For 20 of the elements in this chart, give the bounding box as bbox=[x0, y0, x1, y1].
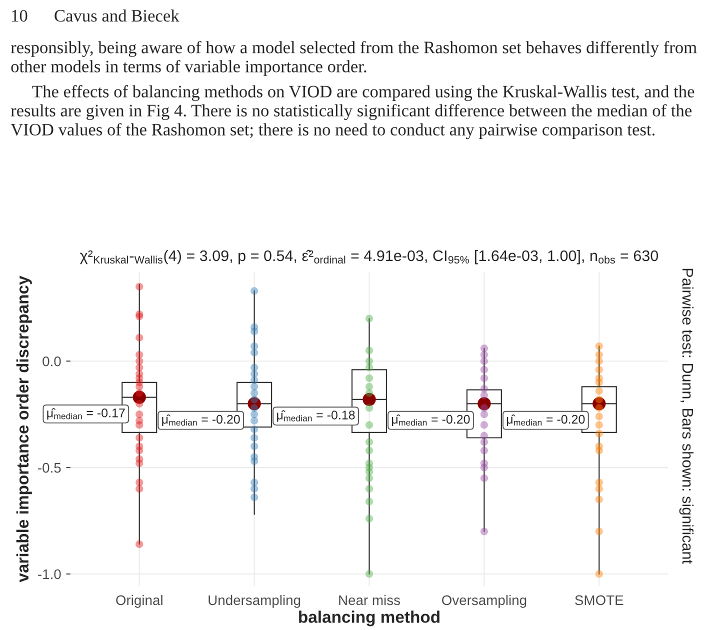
text: 10 Cavus and Biecek bbox=[12, 9, 180, 22]
y-tick-label: -1.0 bbox=[38, 569, 61, 580]
x-tick-label: Undersampling bbox=[208, 594, 300, 608]
annotation: μ̂$_{median}$ = -0.20 bbox=[392, 414, 470, 426]
annotation: μ̂$_{median}$ = -0.17 bbox=[47, 408, 125, 420]
text: Pairwise test: Dunn, Bars shown: significant bbox=[679, 268, 694, 564]
x-tick-label: Near miss bbox=[339, 594, 400, 606]
annotation: μ̂$_{median}$ = -0.20 bbox=[162, 414, 240, 426]
x-axis-title: balancing method bbox=[299, 610, 440, 626]
y-tick-label: 0.0 bbox=[42, 356, 61, 366]
annotation: μ̂$_{median}$ = -0.18 bbox=[277, 410, 355, 422]
y-tick-label: -0.5 bbox=[38, 462, 61, 473]
text: The effects of balancing methods on VIOD are compared using the Kruskal-Wallis test, and the results are given in Fig 4. There is no statistically significant difference between the median of the VIOD values of the Rashomon set; there is no need to conduct any pairwise comparison test. bbox=[10, 85, 694, 140]
chart-title: χ²$_{Kruskal}$-$_{Wallis}$(4) = 3.09, p = 0.54, ε̂²$_{ordinal}$ = 4.91e-03, CI$_{95%}$ [1.64e-03, 1.00], n$_{obs}$ = 630 bbox=[80, 250, 658, 264]
x-tick-label: SMOTE bbox=[575, 595, 624, 606]
y-axis-title: variable importance order discrepancy bbox=[16, 276, 32, 582]
annotation: μ̂$_{median}$ = -0.20 bbox=[506, 414, 585, 426]
x-tick-label: Oversampling bbox=[442, 594, 526, 608]
x-tick-label: Original bbox=[116, 594, 162, 608]
text: responsibly, being aware of how a model selected from the Rashomon set behaves differently from other models in terms of variable importance order. bbox=[10, 40, 697, 76]
